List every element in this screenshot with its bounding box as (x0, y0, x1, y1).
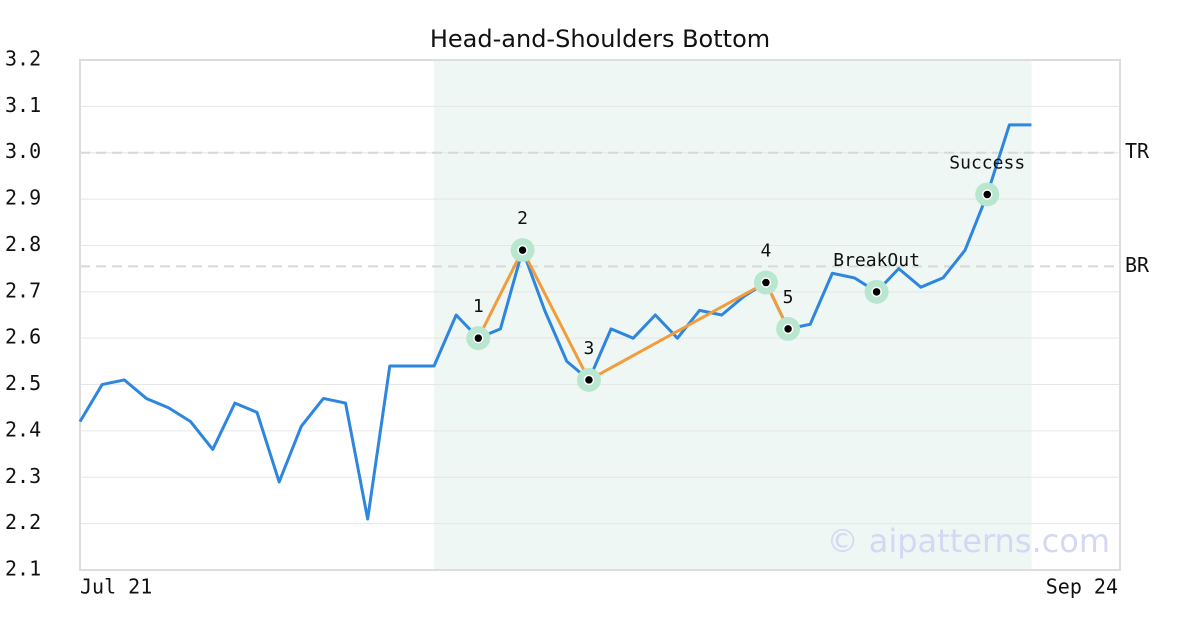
annotation-label: BreakOut (833, 250, 920, 271)
chart-title: Head-and-Shoulders Bottom (430, 25, 770, 53)
reference-label: TR (1125, 139, 1150, 163)
x-tick-label: Sep 24 (1046, 575, 1118, 599)
marker-dot (517, 244, 528, 256)
reference-label: BR (1125, 253, 1150, 277)
marker-dot (871, 286, 882, 298)
y-tick-label: 2.7 (5, 278, 41, 302)
watermark: © aipatterns.com (827, 522, 1110, 560)
marker-dot (473, 332, 484, 344)
x-tick-label: Jul 21 (80, 575, 152, 599)
plot-frame (79, 59, 1121, 571)
marker-dot (782, 323, 794, 335)
annotation-label: 3 (584, 338, 595, 359)
annotation-label: 1 (473, 296, 484, 317)
y-tick-label: 2.8 (5, 232, 41, 256)
marker-dot (760, 277, 772, 288)
y-tick-label: 3.0 (5, 139, 41, 163)
y-tick-label: 2.6 (5, 325, 41, 349)
y-tick-label: 2.4 (5, 417, 41, 441)
annotation-label: 2 (517, 208, 528, 229)
y-tick-label: 2.5 (5, 371, 41, 395)
y-tick-label: 2.2 (5, 510, 41, 534)
pattern-region (434, 60, 1032, 570)
annotation-label: 4 (761, 241, 772, 262)
y-tick-label: 2.3 (5, 464, 41, 488)
marker-dot (981, 189, 993, 200)
y-tick-label: 3.2 (5, 47, 41, 71)
annotation-label: Success (949, 152, 1025, 173)
annotation-label: 5 (783, 287, 794, 308)
y-tick-label: 2.9 (5, 186, 41, 210)
y-tick-label: 2.1 (5, 557, 41, 581)
marker-dot (583, 374, 595, 386)
y-tick-label: 3.1 (5, 93, 41, 117)
